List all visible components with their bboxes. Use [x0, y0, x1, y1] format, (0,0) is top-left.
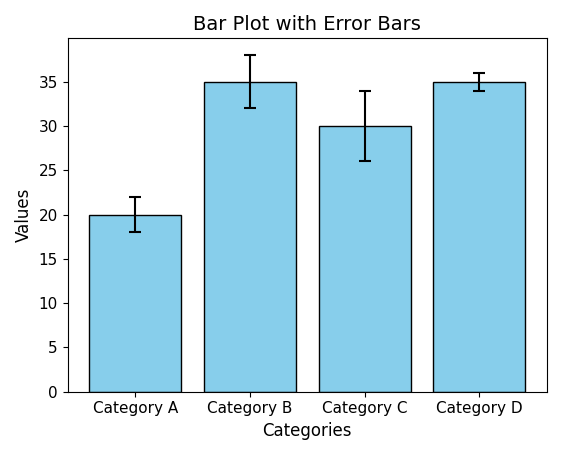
- Bar: [319, 126, 410, 392]
- Title: Bar Plot with Error Bars: Bar Plot with Error Bars: [193, 15, 422, 34]
- Bar: [433, 82, 525, 392]
- Bar: [89, 215, 181, 392]
- Bar: [204, 82, 296, 392]
- Y-axis label: Values: Values: [15, 188, 33, 242]
- X-axis label: Categories: Categories: [262, 422, 352, 440]
